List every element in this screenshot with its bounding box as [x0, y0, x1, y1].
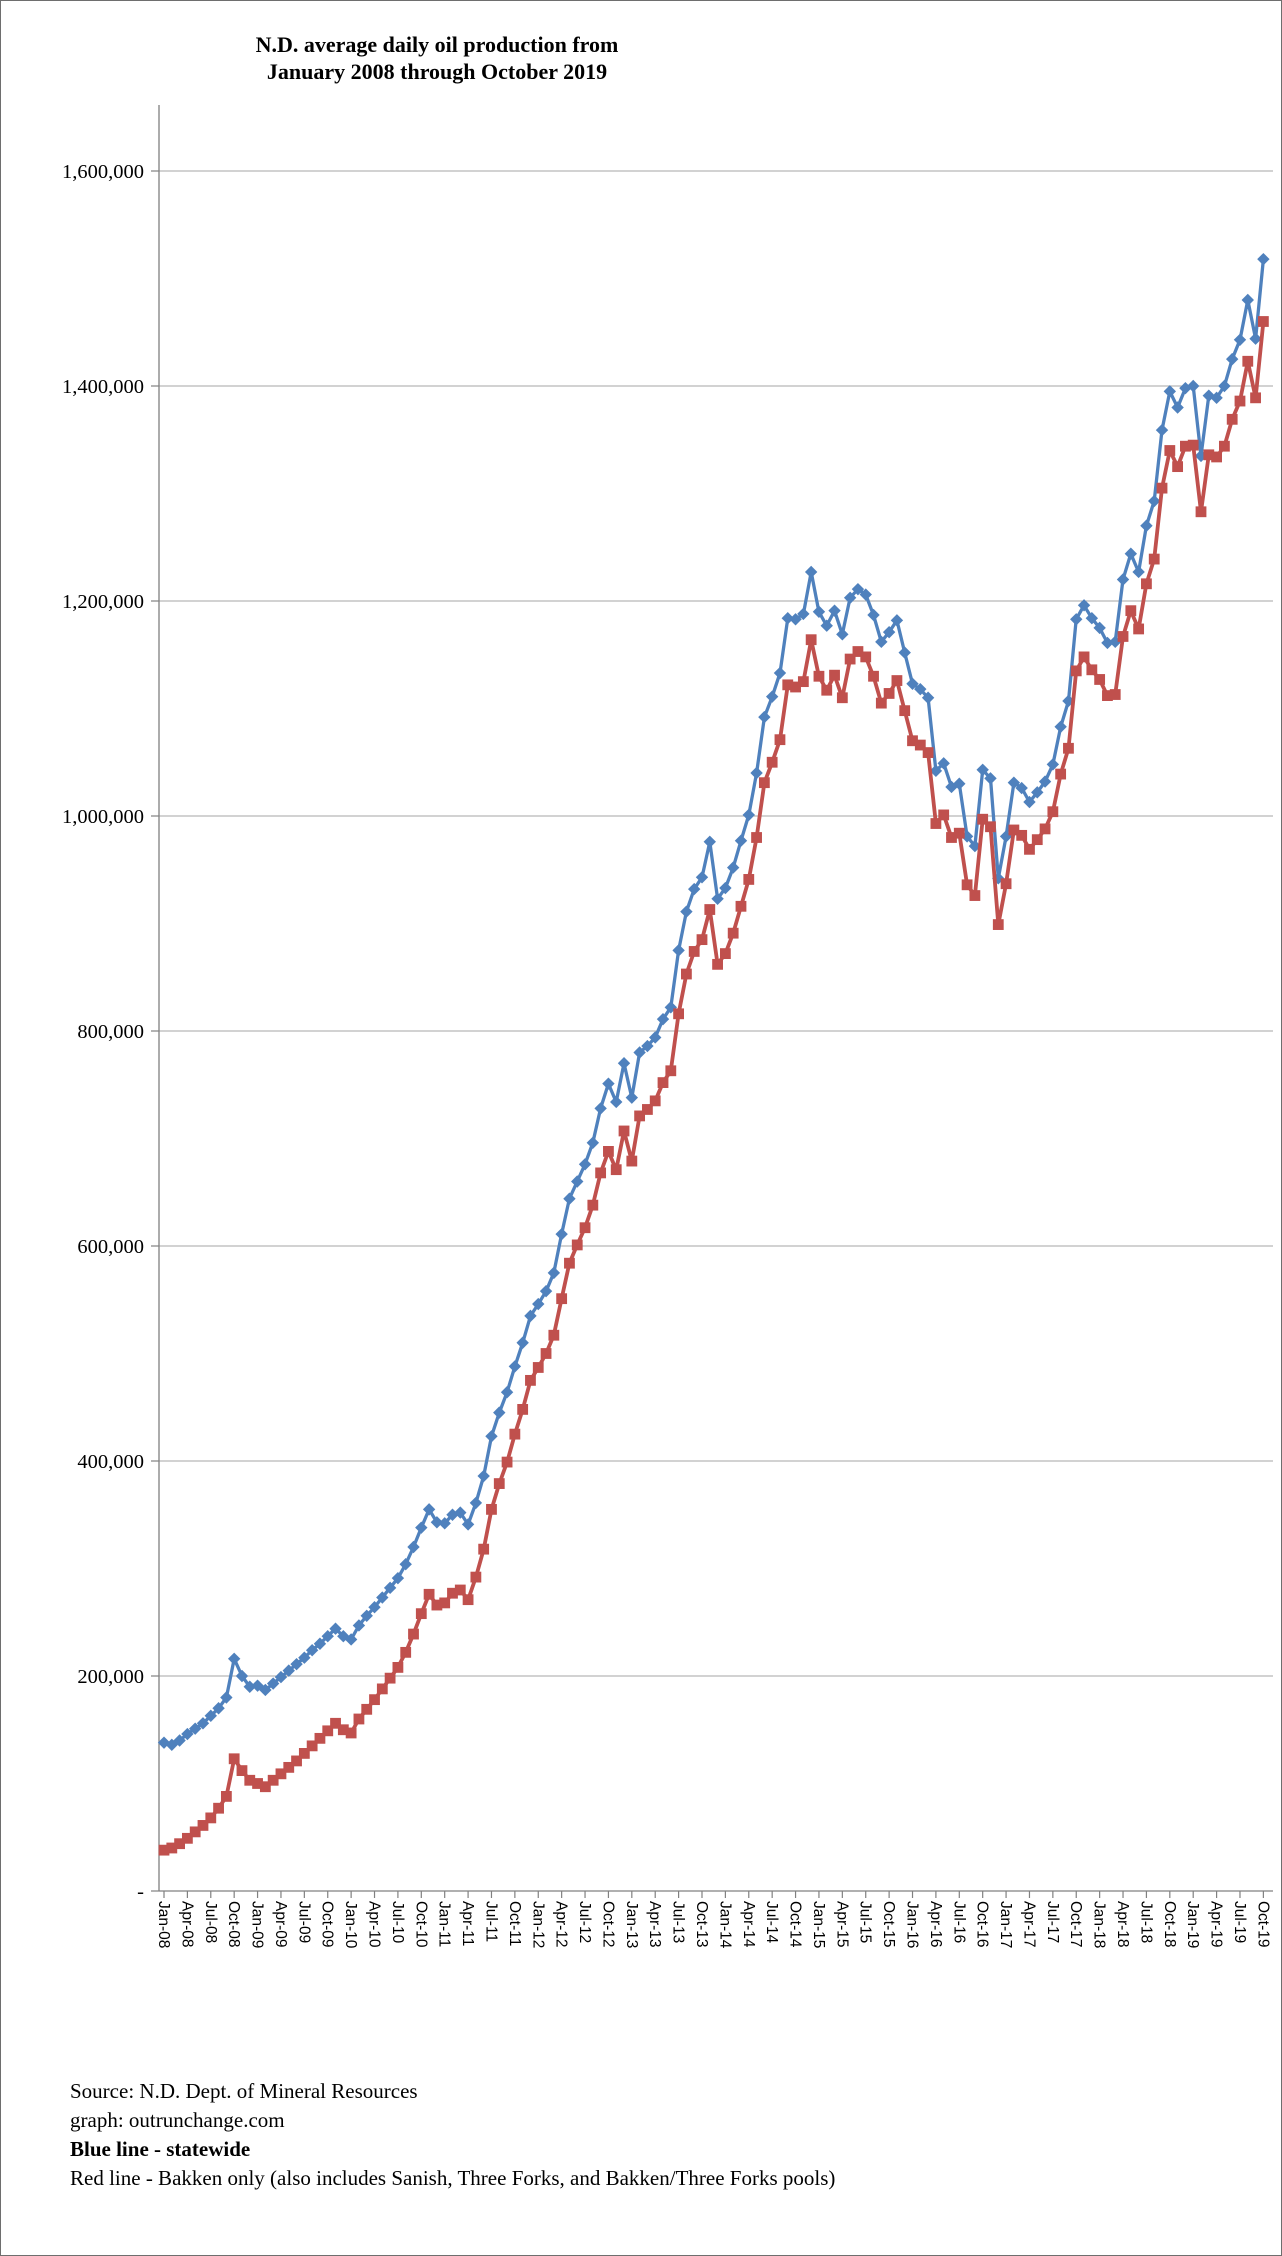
svg-text:Jul-19: Jul-19 [1231, 1901, 1248, 1943]
chart-title-line1: N.D. average daily oil production from [255, 32, 619, 57]
svg-text:Apr-11: Apr-11 [459, 1901, 476, 1946]
svg-text:Jan-11: Jan-11 [436, 1901, 453, 1947]
footer-credit: graph: outrunchange.com [70, 2108, 285, 2132]
svg-text:1,400,000: 1,400,000 [62, 376, 144, 398]
series-statewide [157, 252, 1270, 1751]
footer: Source: N.D. Dept. of Mineral Resources … [70, 2077, 835, 2193]
x-axis-labels: Jan-08 Apr-08 Jul-08 Oct-08 Jan-09 Apr-09 Jul-… [155, 1891, 1271, 1949]
svg-text:Apr-18: Apr-18 [1114, 1901, 1131, 1948]
svg-text:Apr-13: Apr-13 [646, 1901, 663, 1948]
svg-text:Jul-10: Jul-10 [389, 1901, 406, 1944]
svg-text:1,000,000: 1,000,000 [62, 806, 144, 828]
svg-text:Jul-08: Jul-08 [202, 1901, 219, 1943]
svg-text:Oct-08: Oct-08 [225, 1901, 242, 1948]
svg-text:600,000: 600,000 [77, 1236, 144, 1258]
svg-text:Jan-16: Jan-16 [904, 1901, 921, 1948]
svg-text:Jul-11: Jul-11 [482, 1901, 499, 1942]
svg-text:Apr-16: Apr-16 [927, 1901, 944, 1948]
svg-text:Oct-15: Oct-15 [880, 1901, 897, 1948]
svg-text:Jul-14: Jul-14 [763, 1901, 780, 1944]
svg-text:Jul-13: Jul-13 [670, 1901, 687, 1943]
svg-text:Jan-17: Jan-17 [997, 1901, 1014, 1948]
svg-text:Oct-11: Oct-11 [506, 1901, 523, 1946]
svg-text:Oct-18: Oct-18 [1161, 1901, 1178, 1948]
y-gridlines [151, 170, 1273, 1892]
svg-text:Apr-12: Apr-12 [553, 1901, 570, 1948]
footer-source: Source: N.D. Dept. of Mineral Resources [70, 2079, 418, 2103]
svg-text:Oct-16: Oct-16 [974, 1901, 991, 1948]
svg-text:-: - [137, 1881, 144, 1903]
svg-text:Oct-13: Oct-13 [693, 1901, 710, 1948]
y-axis-labels: - 200,000 400,000 600,000 800,000 1,000,000 1,… [62, 161, 144, 1903]
svg-text:Apr-08: Apr-08 [178, 1901, 195, 1948]
svg-text:Jan-15: Jan-15 [810, 1901, 827, 1948]
svg-text:Jan-10: Jan-10 [342, 1901, 359, 1949]
svg-text:Jul-15: Jul-15 [857, 1901, 874, 1943]
svg-text:1,200,000: 1,200,000 [62, 591, 144, 613]
svg-text:Jan-14: Jan-14 [716, 1901, 733, 1949]
svg-text:1,600,000: 1,600,000 [62, 161, 144, 183]
svg-text:Apr-19: Apr-19 [1208, 1901, 1225, 1948]
svg-text:Oct-10: Oct-10 [412, 1901, 429, 1948]
svg-text:Apr-10: Apr-10 [366, 1901, 383, 1948]
svg-text:Oct-14: Oct-14 [787, 1901, 804, 1948]
svg-text:Jan-12: Jan-12 [529, 1901, 546, 1948]
svg-text:Jan-08: Jan-08 [155, 1901, 172, 1948]
svg-text:Apr-14: Apr-14 [740, 1901, 757, 1948]
chart-title: N.D. average daily oil production from J… [1, 31, 873, 85]
svg-text:Jul-18: Jul-18 [1137, 1901, 1154, 1943]
svg-text:Apr-15: Apr-15 [833, 1901, 850, 1948]
svg-text:Jul-16: Jul-16 [950, 1901, 967, 1943]
svg-text:400,000: 400,000 [77, 1451, 144, 1473]
svg-text:Jan-09: Jan-09 [249, 1901, 266, 1948]
svg-text:Jul-17: Jul-17 [1044, 1901, 1061, 1943]
svg-text:Jan-19: Jan-19 [1184, 1901, 1201, 1948]
series-bakken-only [158, 316, 1269, 1856]
footer-legend-bakken-line: Red line - Bakken only (also includes Sa… [70, 2164, 835, 2193]
chart-title-line2: January 2008 through October 2019 [266, 59, 608, 84]
footer-legend-bakken-note: (also includes Sanish, Three Forks, and … [264, 2166, 836, 2190]
svg-text:800,000: 800,000 [77, 1021, 144, 1043]
svg-text:Oct-09: Oct-09 [319, 1901, 336, 1948]
svg-text:Oct-19: Oct-19 [1254, 1901, 1271, 1948]
footer-legend-statewide: Blue line - statewide [70, 2137, 251, 2161]
svg-text:Jul-12: Jul-12 [576, 1901, 593, 1943]
svg-text:Oct-12: Oct-12 [599, 1901, 616, 1948]
chart-plot: - 200,000 400,000 600,000 800,000 1,000,000 1,… [62, 105, 1273, 1949]
svg-text:Jan-13: Jan-13 [623, 1901, 640, 1948]
svg-text:Apr-09: Apr-09 [272, 1901, 289, 1948]
svg-text:Jan-18: Jan-18 [1091, 1901, 1108, 1948]
footer-legend-bakken: Red line - Bakken only [70, 2166, 265, 2190]
svg-text:Jul-09: Jul-09 [295, 1901, 312, 1943]
svg-text:Apr-17: Apr-17 [1020, 1901, 1037, 1948]
svg-text:200,000: 200,000 [77, 1666, 144, 1688]
svg-text:Oct-17: Oct-17 [1067, 1901, 1084, 1948]
